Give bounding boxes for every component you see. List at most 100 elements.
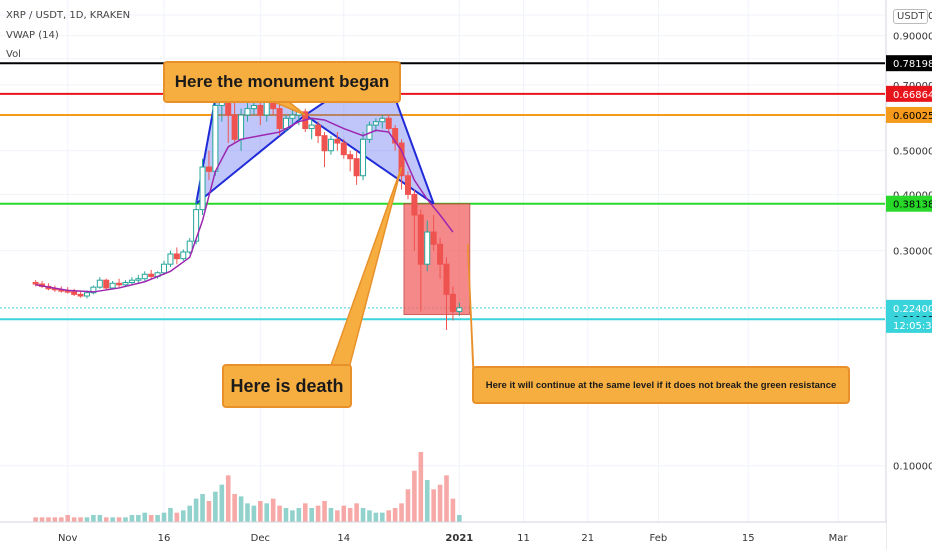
- candle: [398, 139, 405, 190]
- candle: [321, 132, 328, 168]
- candle: [135, 274, 142, 284]
- volume-bar: [322, 501, 327, 522]
- volume-bar: [424, 480, 430, 522]
- volume-bar: [180, 510, 186, 522]
- candle-body: [167, 253, 174, 265]
- candle-body: [372, 121, 379, 126]
- time-tick-label: Dec: [251, 533, 270, 544]
- time-tick-label: 2021: [445, 533, 473, 544]
- candle-body: [135, 278, 142, 281]
- candle: [289, 108, 296, 126]
- price-tick-label: 0.90000: [893, 32, 932, 43]
- volume-bar: [245, 503, 250, 522]
- candle-body: [212, 104, 219, 172]
- level-label: 0.60025: [893, 111, 932, 122]
- volume-bars: [33, 452, 462, 522]
- candle-body: [430, 231, 437, 245]
- candle-body: [250, 104, 257, 110]
- volume-bar: [450, 498, 456, 522]
- volume-bar: [258, 501, 263, 522]
- candle: [411, 189, 418, 251]
- candle: [161, 260, 168, 275]
- level-label: 0.66864: [893, 90, 932, 101]
- volume-bar: [219, 484, 225, 522]
- volume-bar: [418, 452, 424, 522]
- candle: [128, 277, 135, 285]
- candle-body: [456, 307, 463, 312]
- volume-bar: [290, 510, 295, 522]
- candle: [340, 139, 347, 159]
- price-tick-label: 0.30000: [893, 247, 932, 258]
- volume-bar: [97, 515, 103, 522]
- candle: [205, 150, 212, 181]
- volume-bar: [437, 484, 443, 522]
- level-label-bg: [886, 106, 932, 123]
- volume-bar: [392, 508, 398, 522]
- volume-bar: [335, 510, 340, 522]
- vwap-line: [35, 117, 454, 293]
- level-label-bg: [886, 85, 932, 102]
- volume-bar: [354, 503, 359, 522]
- candle: [109, 280, 116, 290]
- volume-bar: [270, 498, 276, 522]
- candle-body: [321, 135, 328, 152]
- volume-bar: [78, 517, 83, 522]
- volume-bar: [405, 489, 411, 522]
- candle: [199, 158, 206, 216]
- candle-body: [64, 290, 71, 293]
- candle-body: [347, 154, 354, 160]
- volume-bar: [341, 505, 347, 522]
- candle: [315, 121, 322, 144]
- volume-bar: [52, 517, 58, 522]
- volume-bar: [187, 505, 192, 522]
- candle-body: [141, 273, 148, 280]
- candle-body: [385, 117, 392, 130]
- candle: [244, 99, 251, 122]
- candle-body: [238, 114, 245, 140]
- level-label: 0.78198: [893, 59, 932, 70]
- callout-top: Here the monument began: [163, 61, 401, 103]
- volume-bar: [200, 494, 205, 522]
- volume-bar: [129, 515, 135, 522]
- candle: [173, 247, 180, 265]
- time-tick-label: 14: [337, 533, 350, 544]
- candle: [180, 249, 187, 261]
- volume-bar: [116, 517, 122, 522]
- volume-bar: [84, 517, 90, 522]
- candle: [443, 257, 450, 331]
- candle-body: [161, 263, 168, 274]
- time-tick-label: 21: [581, 533, 594, 544]
- candle: [103, 278, 110, 291]
- countdown-label: 12:05:38: [893, 321, 932, 332]
- candle-body: [404, 175, 411, 195]
- volume-bar: [380, 512, 385, 522]
- volume-bar: [161, 512, 167, 522]
- candle: [417, 209, 424, 312]
- volume-bar: [399, 503, 404, 522]
- candle: [430, 215, 437, 251]
- volume-bar: [431, 489, 436, 522]
- volume-bar: [193, 498, 199, 522]
- candle: [347, 150, 354, 172]
- candle: [141, 271, 148, 281]
- candle: [404, 171, 411, 200]
- volume-bar: [296, 508, 302, 522]
- currency-unit-button[interactable]: USDT: [893, 9, 929, 24]
- candle-body: [32, 281, 39, 285]
- volume-bar: [123, 517, 128, 522]
- resistance-box: [403, 203, 471, 316]
- volume-bar: [264, 503, 270, 522]
- candle-body: [424, 231, 431, 265]
- candle-body: [340, 142, 347, 156]
- volume-bar: [65, 515, 71, 522]
- candle-body: [231, 114, 238, 140]
- volume-bar: [59, 517, 64, 522]
- candle: [456, 302, 463, 316]
- time-axis-background: [0, 522, 886, 550]
- candle-body: [327, 138, 334, 152]
- candle-body: [71, 291, 78, 295]
- volume-bar: [148, 515, 154, 522]
- level-label-bg: [886, 55, 932, 72]
- volume-bar: [103, 517, 109, 522]
